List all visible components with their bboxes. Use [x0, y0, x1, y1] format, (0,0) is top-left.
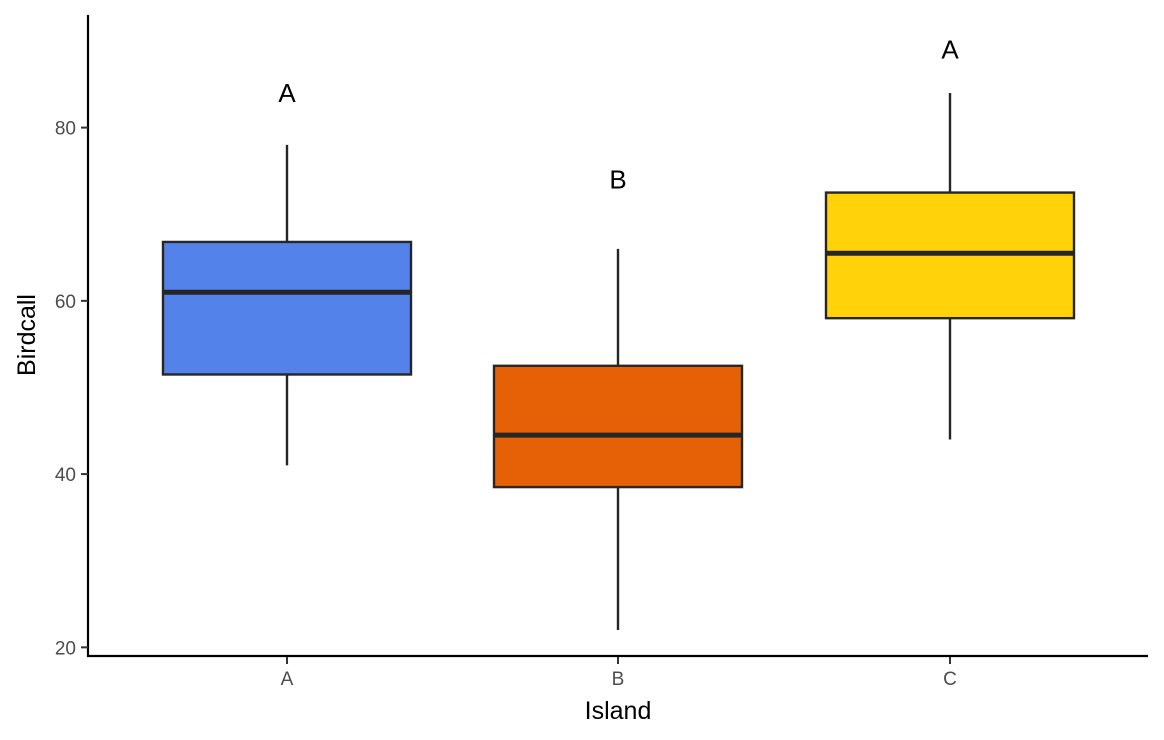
box-c — [824, 92, 1076, 440]
y-tick-label: 60 — [55, 292, 76, 313]
y-tick-label: 80 — [55, 119, 76, 140]
significance-letter: B — [609, 165, 626, 195]
y-tick-label: 40 — [55, 465, 76, 486]
significance-letter: A — [278, 78, 296, 108]
x-tick-label: A — [281, 669, 294, 690]
significance-letters: A B A — [278, 35, 959, 195]
y-axis-title: Birdcall — [13, 294, 41, 376]
boxes-layer — [161, 92, 1076, 631]
x-tick-label: B — [612, 669, 625, 690]
box-body — [492, 364, 744, 489]
x-ticks: A B C — [281, 657, 957, 690]
y-ticks: 20 40 60 80 — [55, 119, 88, 659]
x-axis-title: Island — [585, 697, 652, 725]
significance-letter: A — [941, 35, 959, 65]
box-body — [161, 240, 413, 376]
y-tick-label: 20 — [55, 638, 76, 659]
x-tick-label: C — [943, 669, 957, 690]
box-b — [492, 248, 744, 631]
box-a — [161, 144, 413, 466]
